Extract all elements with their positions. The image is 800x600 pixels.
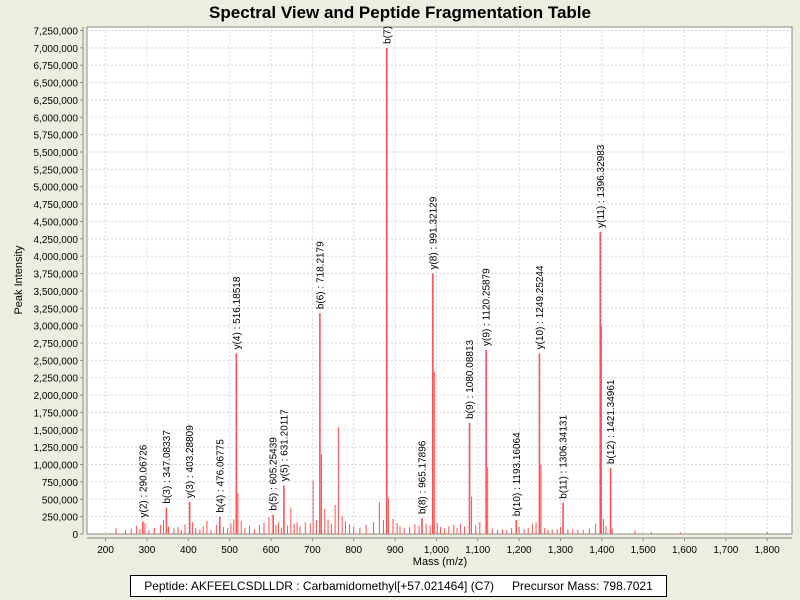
y-tick-label: 6,250,000 [34, 96, 79, 107]
peak-label: b(7) [382, 26, 393, 44]
plot-area [86, 26, 793, 535]
peak-label: y(5) : 631.20117 [279, 409, 290, 482]
peak-label: y(10) : 1249.25244 [535, 265, 546, 349]
x-tick-label: 900 [387, 545, 404, 556]
x-tick-label: 1,400 [589, 545, 614, 556]
y-tick-label: 1,250,000 [34, 443, 79, 454]
y-tick-label: 4,750,000 [34, 200, 79, 211]
peak-label: y(9) : 1120.25879 [482, 268, 493, 346]
y-tick-label: 500,000 [42, 495, 79, 506]
y-tick-label: 6,000,000 [34, 113, 79, 124]
chart-title: Spectral View and Peptide Fragmentation … [209, 3, 591, 22]
y-tick-label: 0 [72, 530, 78, 541]
x-tick-label: 1,000 [424, 545, 449, 556]
peak-label: y(11) : 1396.32983 [596, 144, 607, 228]
peak-label: b(9) : 1080.08813 [465, 339, 476, 418]
y-tick-label: 3,500,000 [34, 287, 79, 298]
x-tick-label: 500 [221, 545, 238, 556]
peak-label: b(4) : 476.06775 [215, 439, 226, 513]
peak-label: y(3) : 403.28809 [185, 425, 196, 498]
spectrum-chart: y(2) : 290.06726 b(3) : 347.08337 y(3) : 4… [13, 26, 793, 568]
x-tick-label: 700 [304, 545, 321, 556]
y-tick-label: 1,000,000 [34, 461, 79, 472]
y-tick-label: 3,750,000 [34, 270, 79, 281]
gridlines [87, 27, 792, 534]
y-tick-label: 4,500,000 [34, 217, 79, 228]
peak-label: b(8) : 965.17896 [418, 440, 429, 514]
x-tick-label: 1,300 [548, 545, 573, 556]
y-tick-label: 5,000,000 [34, 183, 79, 194]
y-tick-label: 5,750,000 [34, 131, 79, 142]
peak-label: b(11) : 1306.34131 [559, 415, 570, 499]
peak-label: b(10) : 1193.16064 [512, 432, 523, 516]
y-tick-label: 6,500,000 [34, 79, 79, 90]
y-axis: 0 250,000 500,000 750,000 1,000,000 1,250,000… [34, 26, 84, 541]
y-axis-label: Peak Intensity [13, 245, 25, 315]
peptide-sequence: Peptide: AKFEELCSDLLDR : Carbamidomethyl… [144, 579, 495, 593]
y-tick-label: 5,500,000 [34, 148, 79, 159]
peak-labels: y(2) : 290.06726 b(3) : 347.08337 y(3) : 4… [138, 26, 617, 517]
y-tick-label: 7,250,000 [34, 26, 79, 37]
y-tick-label: 7,000,000 [34, 44, 79, 55]
x-axis: 200 300 400 500 600 700 800 900 1,000 1,100 1,200 1… [87, 537, 792, 556]
peak-label: b(6) : 718.2179 [315, 241, 326, 309]
peak-label: b(5) : 605.25439 [269, 437, 280, 511]
x-tick-label: 400 [180, 545, 197, 556]
peak-label: y(2) : 290.06726 [138, 444, 149, 517]
y-tick-label: 1,750,000 [34, 408, 79, 419]
y-tick-label: 3,250,000 [34, 304, 79, 315]
x-tick-label: 600 [263, 545, 280, 556]
precursor-mass: Precursor Mass: 798.7021 [512, 579, 653, 593]
peak-label: b(3) : 347.08337 [162, 430, 173, 504]
y-tick-label: 2,500,000 [34, 356, 79, 367]
y-tick-label: 250,000 [42, 513, 79, 524]
y-tick-label: 4,250,000 [34, 235, 79, 246]
x-tick-label: 200 [97, 545, 114, 556]
y-tick-label: 2,750,000 [34, 339, 79, 350]
y-tick-label: 3,000,000 [34, 322, 79, 333]
peptide-info-box: Peptide: AKFEELCSDLLDR : Carbamidomethyl… [130, 575, 667, 597]
peak-label: b(12) : 1421.34961 [606, 379, 617, 464]
y-tick-label: 1,500,000 [34, 426, 79, 437]
y-tick-label: 2,250,000 [34, 374, 79, 385]
x-tick-label: 1,800 [755, 545, 780, 556]
x-tick-label: 1,500 [631, 545, 656, 556]
peak-label: y(4) : 516.18518 [232, 276, 243, 349]
y-tick-label: 2,000,000 [34, 391, 79, 402]
x-axis-label: Mass (m/z) [413, 556, 467, 568]
x-tick-label: 1,700 [713, 545, 738, 556]
y-tick-label: 6,750,000 [34, 61, 79, 72]
y-tick-label: 5,250,000 [34, 165, 79, 176]
y-tick-label: 4,000,000 [34, 252, 79, 263]
x-tick-label: 1,100 [465, 545, 490, 556]
x-tick-label: 1,600 [672, 545, 697, 556]
x-tick-label: 800 [345, 545, 362, 556]
y-tick-label: 750,000 [42, 478, 79, 489]
x-tick-label: 300 [139, 545, 156, 556]
peak-label: y(8) : 991.32129 [428, 196, 439, 269]
x-tick-label: 1,200 [507, 545, 532, 556]
peaks [115, 47, 768, 534]
